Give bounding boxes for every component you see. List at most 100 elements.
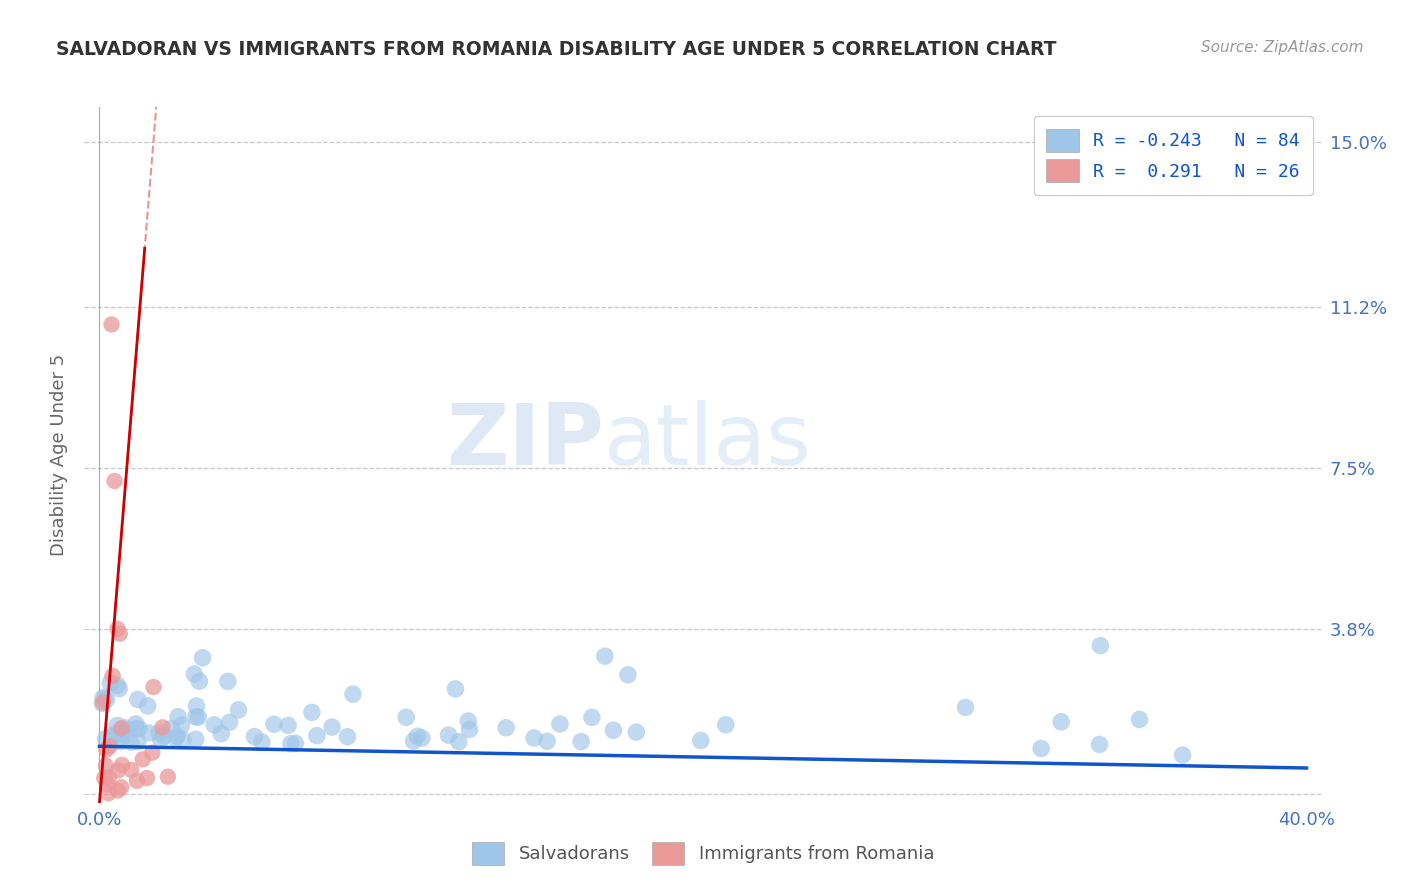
- Point: [97, 777, 120, 791]
- Point: [218, 715, 240, 730]
- Point: [103, 474, 125, 488]
- Point: [114, 721, 136, 735]
- Point: [444, 681, 467, 696]
- Point: [108, 626, 131, 640]
- Point: [107, 622, 129, 636]
- Point: [127, 734, 149, 748]
- Point: [714, 718, 737, 732]
- Point: [91, 697, 114, 711]
- Point: [136, 771, 159, 785]
- Point: [98, 739, 121, 754]
- Point: [110, 734, 132, 748]
- Point: [167, 709, 190, 723]
- Point: [523, 731, 546, 745]
- Point: [128, 722, 150, 736]
- Point: [395, 710, 418, 724]
- Point: [280, 737, 302, 751]
- Point: [1088, 737, 1111, 751]
- Point: [172, 732, 194, 747]
- Point: [593, 649, 616, 664]
- Point: [111, 757, 134, 772]
- Point: [125, 722, 148, 736]
- Point: [125, 717, 148, 731]
- Point: [202, 718, 225, 732]
- Point: [191, 650, 214, 665]
- Point: [321, 720, 343, 734]
- Point: [98, 676, 121, 690]
- Legend: Salvadorans, Immigrants from Romania: Salvadorans, Immigrants from Romania: [463, 833, 943, 874]
- Text: SALVADORAN VS IMMIGRANTS FROM ROMANIA DISABILITY AGE UNDER 5 CORRELATION CHART: SALVADORAN VS IMMIGRANTS FROM ROMANIA DI…: [56, 40, 1057, 59]
- Point: [250, 735, 273, 749]
- Point: [120, 763, 142, 777]
- Point: [170, 718, 193, 732]
- Point: [97, 770, 120, 784]
- Point: [536, 734, 558, 748]
- Point: [97, 786, 120, 800]
- Point: [100, 318, 122, 332]
- Point: [305, 729, 328, 743]
- Point: [107, 783, 129, 797]
- Point: [142, 680, 165, 694]
- Point: [149, 732, 172, 747]
- Point: [132, 752, 155, 766]
- Point: [437, 728, 460, 742]
- Point: [110, 724, 132, 739]
- Point: [955, 700, 977, 714]
- Text: Source: ZipAtlas.com: Source: ZipAtlas.com: [1201, 40, 1364, 55]
- Point: [96, 692, 118, 706]
- Point: [101, 669, 124, 683]
- Point: [156, 770, 179, 784]
- Point: [94, 759, 117, 773]
- Y-axis label: Disability Age Under 5: Disability Age Under 5: [51, 354, 69, 556]
- Point: [548, 717, 571, 731]
- Point: [104, 728, 127, 742]
- Point: [336, 730, 359, 744]
- Point: [110, 732, 132, 747]
- Point: [166, 730, 188, 744]
- Point: [141, 746, 163, 760]
- Point: [96, 742, 118, 756]
- Point: [402, 734, 425, 748]
- Point: [108, 681, 131, 696]
- Point: [447, 735, 470, 749]
- Point: [152, 720, 174, 734]
- Point: [160, 722, 183, 736]
- Point: [93, 692, 115, 706]
- Point: [1171, 747, 1194, 762]
- Point: [91, 695, 114, 709]
- Point: [581, 710, 603, 724]
- Point: [228, 703, 250, 717]
- Point: [187, 710, 209, 724]
- Point: [217, 674, 239, 689]
- Point: [148, 726, 170, 740]
- Point: [188, 674, 211, 689]
- Point: [111, 726, 134, 740]
- Point: [110, 780, 132, 795]
- Point: [1050, 714, 1073, 729]
- Point: [617, 668, 640, 682]
- Point: [184, 732, 207, 747]
- Point: [105, 718, 128, 732]
- Point: [125, 773, 148, 788]
- Point: [342, 687, 364, 701]
- Point: [209, 727, 232, 741]
- Point: [277, 718, 299, 732]
- Point: [602, 723, 624, 738]
- Point: [626, 725, 648, 739]
- Point: [1090, 639, 1112, 653]
- Point: [1031, 741, 1053, 756]
- Point: [127, 692, 149, 706]
- Point: [457, 714, 479, 728]
- Legend: R = -0.243   N = 84, R =  0.291   N = 26: R = -0.243 N = 84, R = 0.291 N = 26: [1033, 116, 1313, 195]
- Point: [689, 733, 711, 747]
- Point: [243, 730, 266, 744]
- Point: [138, 726, 160, 740]
- Point: [94, 731, 117, 746]
- Point: [183, 667, 205, 681]
- Point: [263, 717, 285, 731]
- Point: [107, 764, 129, 778]
- Point: [165, 731, 187, 746]
- Point: [186, 698, 208, 713]
- Point: [411, 731, 433, 745]
- Point: [1128, 713, 1150, 727]
